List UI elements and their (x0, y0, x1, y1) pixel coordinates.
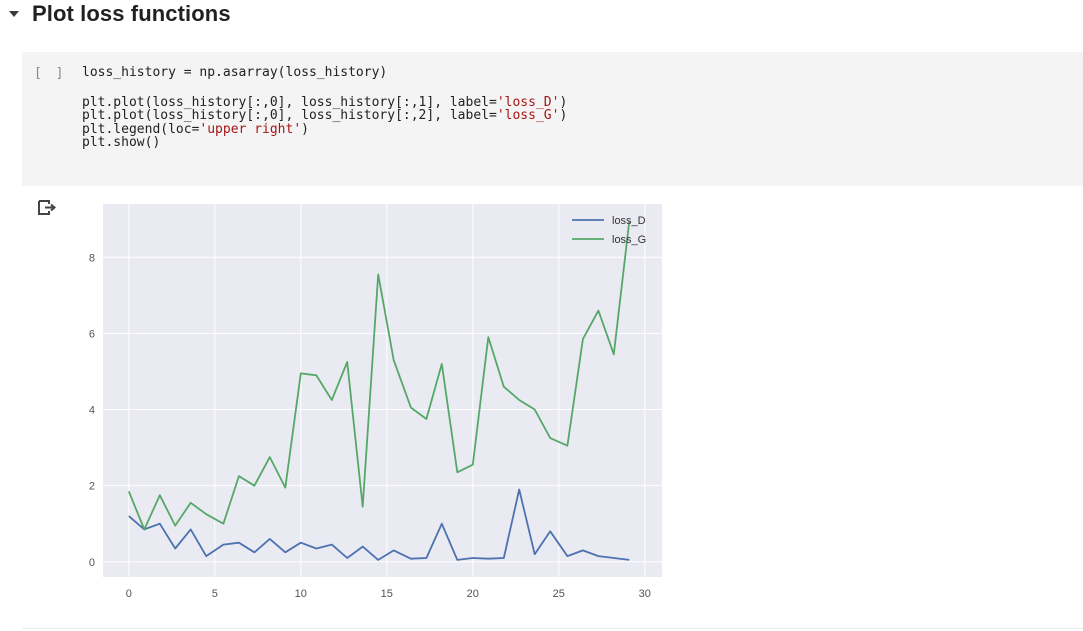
code-cell[interactable]: [ ] loss_history = np.asarray(loss_histo… (22, 52, 1083, 186)
code-line-6: plt.show() (82, 136, 567, 150)
code-string: 'loss_D' (496, 94, 560, 110)
output-arrow-icon[interactable] (36, 198, 58, 218)
code-text: plt.show() (82, 135, 161, 150)
x-tick-label: 15 (381, 588, 393, 600)
code-text: plt.legend(loc= (82, 121, 200, 137)
code-line-4: plt.plot(loss_history[:,0], loss_history… (82, 109, 567, 123)
x-tick-label: 0 (126, 588, 132, 600)
code-string: 'upper right' (199, 121, 302, 137)
code-line-2 (82, 80, 567, 96)
y-tick-label: 4 (89, 405, 95, 417)
code-string: 'loss_G' (496, 108, 560, 123)
y-tick-label: 0 (89, 557, 95, 569)
code-text: ) (301, 121, 309, 137)
loss-chart: 0 5 10 15 20 25 30 0 2 4 6 8 loss_D loss_G (89, 204, 662, 600)
code-text: plt.plot(loss_history[:,0], loss_history… (82, 94, 497, 110)
run-cell-button[interactable]: [ ] (34, 66, 67, 81)
code-text: ) (559, 94, 568, 110)
code-line-5: plt.legend(loc='upper right') (82, 121, 567, 137)
section-title: Plot loss functions (32, 1, 231, 26)
code-text: plt.plot(loss_history[:,0], loss_history… (82, 108, 497, 123)
x-tick-label: 10 (295, 588, 307, 600)
y-tick-label: 2 (89, 481, 95, 493)
output-redirect-icon (38, 200, 57, 215)
code-line-1: loss_history = np.asarray(loss_history) (82, 66, 567, 80)
legend-label: loss_G (612, 234, 646, 246)
legend-label: loss_D (612, 215, 646, 227)
collapse-caret-icon[interactable] (0, 0, 28, 28)
section-header: Plot loss functions (0, 0, 231, 28)
series-line-loss-G (127, 220, 631, 531)
y-tick-label: 8 (89, 252, 95, 264)
code-line-3: plt.plot(loss_history[:,0], loss_history… (82, 94, 568, 110)
x-tick-label: 30 (639, 588, 651, 600)
code-text: loss_history = np.asarray(loss_history) (82, 65, 388, 80)
x-tick-label: 25 (553, 588, 565, 600)
cell-divider (22, 628, 1083, 629)
code-editor[interactable]: loss_history = np.asarray(loss_history)p… (82, 66, 567, 150)
x-tick-label: 20 (467, 588, 479, 600)
plot-background (103, 204, 662, 577)
y-tick-label: 6 (89, 328, 95, 340)
caret-down-icon (9, 11, 19, 17)
code-text: ) (559, 108, 568, 123)
series-line-loss-D (128, 488, 630, 561)
x-tick-label: 5 (212, 588, 218, 600)
